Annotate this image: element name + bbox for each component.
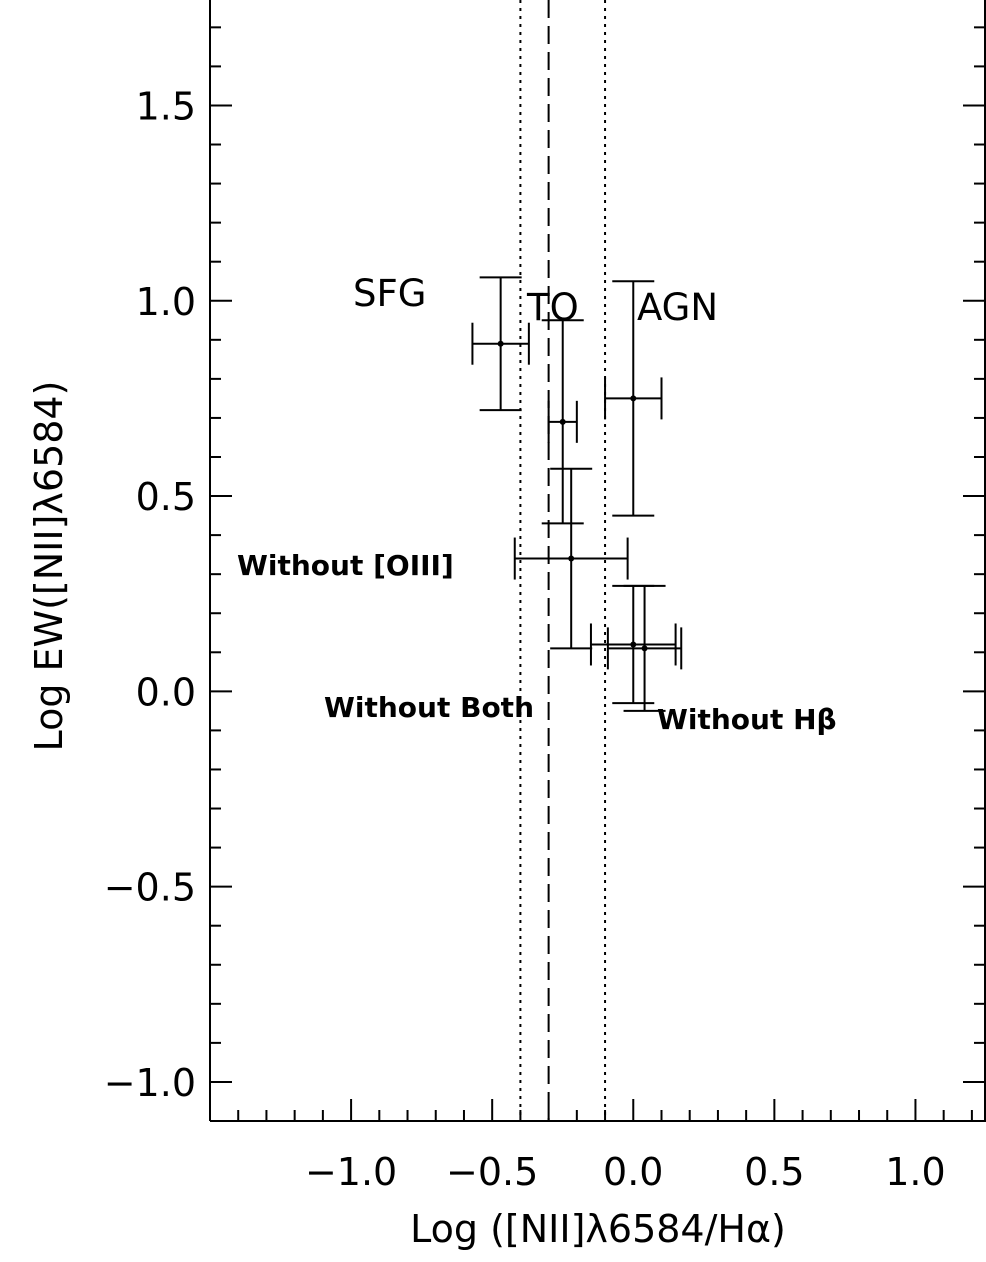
x-tick-label: 1.0 — [885, 1150, 945, 1194]
data-point-group — [606, 584, 683, 712]
data-point-group — [471, 276, 530, 412]
annotation-to: TO — [526, 286, 579, 329]
y-tick-label: −1.0 — [104, 1061, 196, 1105]
x-tick-label: −1.0 — [305, 1150, 397, 1194]
y-axis-title: Log EW([NII]λ6584) — [27, 381, 71, 752]
y-tick-label: 1.5 — [136, 84, 196, 128]
x-tick-label: 0.5 — [744, 1150, 804, 1194]
annotation-sfg: SFG — [353, 272, 426, 315]
x-axis-title: Log ([NII]λ6584/Hα) — [410, 1207, 786, 1251]
data-point-marker — [497, 340, 504, 347]
data-point-marker — [630, 641, 637, 648]
y-tick-label: −0.5 — [104, 866, 196, 910]
data-point-marker — [641, 645, 648, 652]
plot-frame — [209, 0, 986, 1122]
x-tick-label: 0.0 — [603, 1150, 663, 1194]
x-tick-label: −0.5 — [446, 1150, 538, 1194]
data-point-group — [589, 584, 677, 705]
data-point-marker — [630, 395, 637, 402]
data-point-group — [604, 280, 663, 517]
annotation-without-hbeta: Without Hβ — [657, 703, 837, 736]
annotation-agn: AGN — [637, 286, 718, 329]
data-point-group — [541, 319, 584, 525]
y-tick-label: 0.0 — [136, 670, 196, 714]
reference-lines — [519, 0, 607, 1121]
data-point-marker — [568, 555, 575, 562]
data-points — [471, 276, 683, 712]
annotation-without-both: Without Both — [324, 691, 534, 724]
data-point-group — [513, 467, 629, 650]
annotation-without-oiii: Without [OIII] — [237, 549, 454, 582]
axis-ticks: −1.0 −0.5 0.0 0.5 1.0 −1.0 −0.5 0.0 0.5 1.0 1.5 — [104, 26, 985, 1194]
y-tick-label: 0.5 — [136, 475, 196, 519]
y-tick-label: 1.0 — [136, 280, 196, 324]
data-point-marker — [559, 418, 566, 425]
